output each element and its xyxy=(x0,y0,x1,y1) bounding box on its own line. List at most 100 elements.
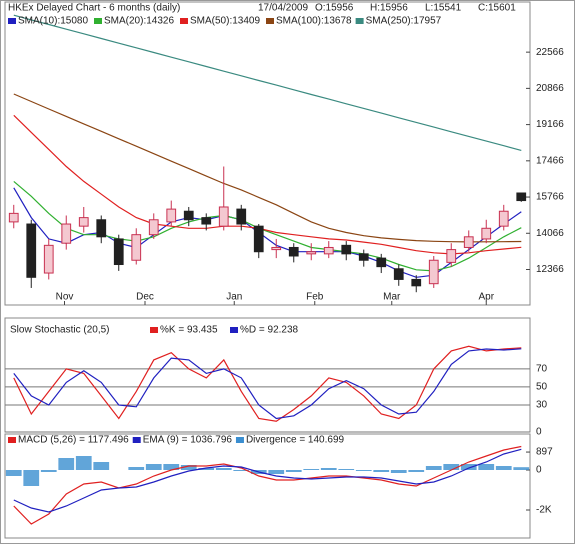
x-tick-label: Nov xyxy=(56,292,74,303)
divergence-bar xyxy=(513,467,530,470)
candle-body xyxy=(201,217,212,225)
stochastic-panel xyxy=(4,317,531,433)
candle-body xyxy=(463,236,474,248)
series-line xyxy=(13,114,522,255)
divergence-bar xyxy=(163,464,180,470)
legend-label: SMA(10):15080 xyxy=(18,16,88,27)
divergence-bar xyxy=(233,470,250,471)
quote: H:15956 xyxy=(370,3,408,14)
legend-swatch xyxy=(8,18,16,24)
legend-label: SMA(20):14326 xyxy=(104,16,174,27)
candle-body xyxy=(96,219,107,238)
legend-label: SMA(50):13409 xyxy=(190,16,260,27)
divergence-bar xyxy=(215,468,232,470)
quote: C:15601 xyxy=(478,3,516,14)
legend-label: SMA(250):17957 xyxy=(366,16,442,27)
legend-swatch xyxy=(94,18,102,24)
series-line xyxy=(13,445,522,525)
legend-label: MACD (5,26) = 1177.496 xyxy=(18,435,129,446)
divergence-bar xyxy=(198,468,215,470)
divergence-bar xyxy=(93,462,110,470)
y-tick-label: 12366 xyxy=(536,264,564,275)
divergence-bar xyxy=(40,470,57,472)
series-line xyxy=(13,345,522,422)
x-tick-label: Mar xyxy=(383,292,401,303)
divergence-bar xyxy=(128,467,145,470)
candle-body xyxy=(516,192,527,202)
series-line xyxy=(13,14,522,151)
candle-body xyxy=(166,208,177,223)
legend-swatch xyxy=(230,327,238,333)
y-tick-label: 22566 xyxy=(536,47,564,58)
divergence-bar xyxy=(338,469,355,470)
x-tick-label: Jan xyxy=(226,292,242,303)
candle-body xyxy=(306,251,317,255)
candle-body xyxy=(376,257,387,268)
y-tick-label: 20866 xyxy=(536,83,564,94)
series-line xyxy=(13,93,522,243)
candle-body xyxy=(131,234,142,261)
candle-body xyxy=(148,219,159,236)
y-tick-label: 0 xyxy=(536,465,542,476)
divergence-bar xyxy=(495,466,512,470)
quote: L:15541 xyxy=(425,3,462,14)
candle-body xyxy=(341,244,352,255)
legend-swatch xyxy=(266,18,274,24)
candle-body xyxy=(428,259,439,285)
candle-body xyxy=(218,206,229,227)
candle-body xyxy=(393,268,404,280)
y-tick-label: 14066 xyxy=(536,228,564,239)
legend-label: %D = 92.238 xyxy=(240,325,299,336)
divergence-bar xyxy=(355,470,372,471)
legend-swatch xyxy=(235,437,244,443)
y-tick-label: -2K xyxy=(536,505,552,516)
legend-swatch xyxy=(355,18,364,24)
candle-body xyxy=(26,223,37,278)
y-tick-label: 17466 xyxy=(536,155,564,166)
legend-swatch xyxy=(132,437,141,443)
divergence-bar xyxy=(425,466,442,470)
divergence-bar xyxy=(75,456,92,470)
divergence-bar xyxy=(58,458,75,470)
candle-body xyxy=(253,225,264,253)
candle-body xyxy=(358,253,369,261)
y-tick-label: 30 xyxy=(536,400,548,411)
candle-body xyxy=(288,246,299,257)
y-tick-label: 15766 xyxy=(536,192,564,203)
panel-title: Slow Stochastic (20,5) xyxy=(10,325,110,336)
legend-label: Divergence = 140.699 xyxy=(246,435,345,446)
divergence-bar xyxy=(478,464,495,470)
candle-body xyxy=(446,249,457,263)
legend-swatch xyxy=(150,327,158,333)
series-line xyxy=(13,448,522,513)
y-tick-label: 50 xyxy=(536,382,548,393)
y-tick-label: 70 xyxy=(536,364,548,375)
divergence-bar xyxy=(443,464,460,470)
y-tick-label: 897 xyxy=(536,447,553,458)
divergence-bar xyxy=(390,470,407,473)
chart-title: HKEx Delayed Chart - 6 months (daily) xyxy=(8,3,180,14)
candle-body xyxy=(236,208,247,225)
divergence-bar xyxy=(320,468,337,470)
divergence-bar xyxy=(5,470,22,476)
candle-body xyxy=(323,246,334,255)
divergence-bar xyxy=(303,469,320,470)
quote: O:15956 xyxy=(315,3,354,14)
y-tick-label: 19166 xyxy=(536,119,564,130)
candle-body xyxy=(481,227,492,240)
divergence-bar xyxy=(145,464,162,470)
legend-swatch xyxy=(180,18,188,24)
x-tick-label: Feb xyxy=(306,292,324,303)
candle-body xyxy=(78,217,89,227)
divergence-bar xyxy=(460,464,477,470)
candle-body xyxy=(411,278,422,287)
candle-body xyxy=(183,210,194,221)
legend-label: SMA(100):13678 xyxy=(276,16,352,27)
candle-body xyxy=(43,244,54,274)
macd-panel xyxy=(4,433,531,539)
candle-body xyxy=(61,223,72,244)
series-line xyxy=(13,348,522,420)
divergence-bar xyxy=(408,470,425,472)
candle-body xyxy=(498,210,509,227)
